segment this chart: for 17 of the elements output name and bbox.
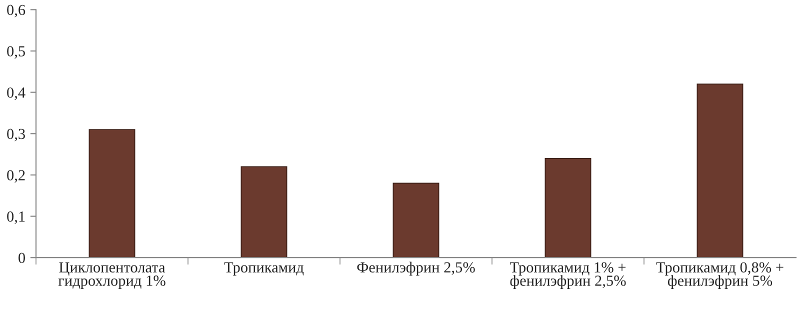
y-tick-label: 0,1 <box>7 211 25 224</box>
x-tick-label: Циклопентолата гидрохлорид 1% <box>58 262 166 289</box>
bar <box>544 158 592 258</box>
y-tick-label: 0,4 <box>7 87 26 100</box>
bar <box>392 182 440 258</box>
x-tick-label: Фенилэфрин 2,5% <box>357 262 475 276</box>
y-tick-label: 0,6 <box>7 4 26 18</box>
y-tick-label: 0,3 <box>7 128 25 142</box>
y-tick-label: 0,5 <box>7 46 25 59</box>
y-tick-label: 0 <box>18 252 25 264</box>
bar <box>240 166 288 258</box>
bar <box>696 84 744 258</box>
y-tick-label: 0,2 <box>7 170 25 183</box>
x-tick-label: Тропикамид <box>224 262 304 276</box>
x-tick-label: Тропикамид 1% + фенилэфрин 2,5% <box>510 262 626 289</box>
bar <box>88 129 136 258</box>
x-tick-label: Тропикамид 0,8% + фенилэфрин 5% <box>656 262 784 289</box>
